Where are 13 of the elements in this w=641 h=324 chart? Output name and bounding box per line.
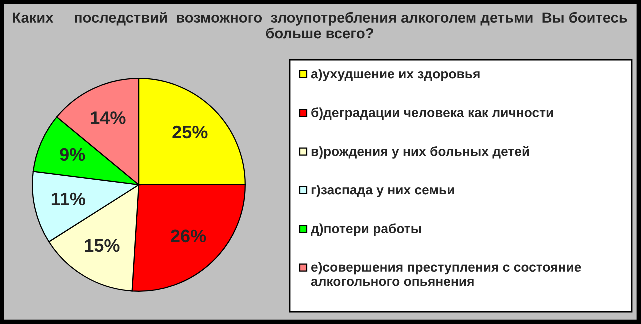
data-label: 11%: [52, 192, 86, 206]
legend-label: г)заспада у них семьи: [312, 185, 454, 198]
legend-label: б)деградации человека как личности: [312, 108, 554, 120]
data-label: 15%: [85, 239, 120, 252]
chart-title: Каких последствий возможного злоупотребления алкоголем детьми Вы боитесь больше всего?: [13, 12, 628, 39]
data-label: 25%: [172, 126, 208, 139]
legend-label: д)потери работы: [311, 224, 422, 236]
legend-label: а)ухудшение их здоровья: [311, 69, 480, 82]
data-label: 9%: [60, 148, 86, 162]
data-label: 14%: [91, 112, 126, 124]
legend-label: е)совершения преступления с состояние алкогольного опьянения: [311, 262, 582, 286]
legend-label: в)рождения у них больных детей: [312, 146, 530, 159]
data-label: 26%: [171, 230, 206, 243]
